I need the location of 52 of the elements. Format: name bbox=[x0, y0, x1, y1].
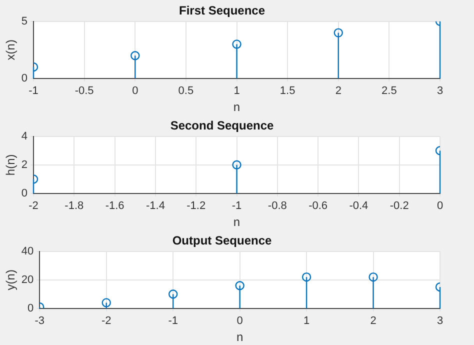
x-tick-label: 0 bbox=[436, 200, 444, 212]
point bbox=[334, 28, 343, 38]
x-axis-title: n bbox=[236, 330, 244, 344]
x-tick-label: -0.2 bbox=[390, 200, 409, 212]
x-tick-label: -1 bbox=[28, 85, 38, 98]
x-tick-label: -0.8 bbox=[268, 200, 287, 212]
point bbox=[302, 272, 312, 282]
y-tick-label: 0 bbox=[28, 302, 34, 314]
y-tick-label: 2 bbox=[21, 158, 28, 171]
point bbox=[168, 290, 178, 299]
point bbox=[102, 298, 111, 308]
x-tick-label: 3 bbox=[436, 85, 444, 98]
x-tick-label: -0.4 bbox=[349, 200, 368, 212]
y-tick-label: 40 bbox=[21, 245, 34, 258]
y-tick-label: 0 bbox=[21, 72, 28, 84]
x-tick-label: 2 bbox=[370, 315, 376, 328]
chart-title: Output Sequence bbox=[172, 234, 272, 248]
point bbox=[368, 272, 378, 282]
x-tick-label: -3 bbox=[34, 315, 45, 328]
point bbox=[130, 51, 140, 60]
y-axis-title: y(n) bbox=[4, 270, 18, 290]
y-tick-label: 4 bbox=[21, 130, 28, 142]
x-tick-label: -1.2 bbox=[186, 200, 206, 212]
x-tick-label: -1.6 bbox=[105, 200, 124, 212]
x-tick-label: -1 bbox=[232, 200, 242, 212]
x-axis-title: n bbox=[233, 215, 240, 230]
x-tick-label: 2 bbox=[335, 85, 342, 98]
chart-title: First Sequence bbox=[178, 4, 266, 18]
x-tick-label: -1.4 bbox=[146, 200, 165, 212]
chart-title: Second Sequence bbox=[170, 118, 274, 133]
y-tick-label: 0 bbox=[21, 187, 28, 200]
x-axis-title: n bbox=[233, 100, 240, 114]
x-tick-label: 0.5 bbox=[178, 85, 194, 98]
y-tick-label: 20 bbox=[21, 274, 34, 286]
y-axis-title: x(n) bbox=[4, 40, 18, 60]
x-tick-label: 0 bbox=[132, 85, 138, 98]
y-tick-label: 5 bbox=[21, 15, 28, 28]
point bbox=[232, 40, 242, 49]
x-tick-label: -1 bbox=[168, 315, 178, 328]
point bbox=[235, 281, 244, 290]
x-tick-label: -0.5 bbox=[74, 85, 94, 98]
x-tick-label: -0.6 bbox=[308, 200, 328, 212]
x-tick-label: 3 bbox=[436, 315, 444, 328]
x-tick-label: 1.5 bbox=[280, 85, 296, 98]
x-tick-label: 2.5 bbox=[382, 85, 397, 98]
y-axis-title: h(n) bbox=[4, 154, 18, 176]
x-tick-label: -2 bbox=[28, 200, 38, 212]
x-tick-label: 1 bbox=[303, 315, 310, 328]
x-tick-label: 0 bbox=[236, 315, 243, 328]
x-tick-label: -1.8 bbox=[64, 200, 84, 212]
x-tick-label: 1 bbox=[234, 85, 240, 98]
x-tick-label: -2 bbox=[101, 315, 112, 328]
